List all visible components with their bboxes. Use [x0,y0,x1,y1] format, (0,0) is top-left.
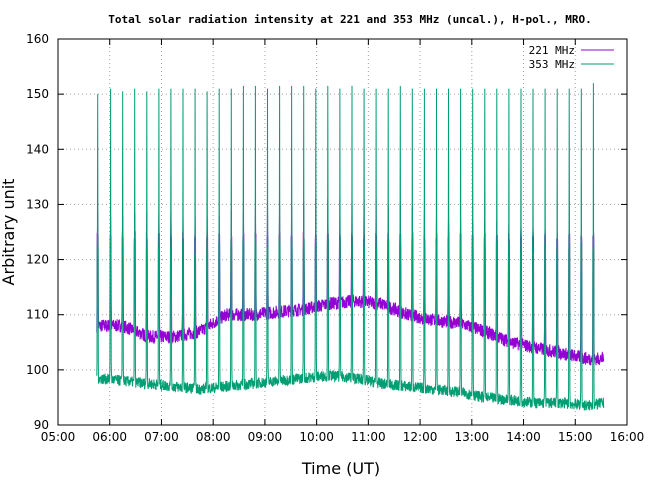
series-line-353-mhz [96,83,605,411]
chart-title: Total solar radiation intensity at 221 a… [108,13,591,26]
grid [58,39,627,425]
y-tick-label: 160 [26,32,49,46]
y-tick-label: 110 [26,308,49,322]
x-tick-label: 11:00 [351,430,386,444]
x-tick-label: 09:00 [248,430,283,444]
x-tick-label: 16:00 [610,430,645,444]
y-axis-label: Arbitrary unit [0,179,18,286]
series-lines [96,83,605,411]
x-tick-label: 14:00 [506,430,541,444]
legend-label-353: 353 MHz [529,58,575,71]
x-tick-label: 08:00 [196,430,231,444]
y-tick-label: 130 [26,197,49,211]
x-tick-label: 06:00 [92,430,127,444]
y-tick-label: 100 [26,363,49,377]
x-tick-label: 15:00 [558,430,593,444]
plot-frame [57,38,628,426]
x-tick-label: 13:00 [455,430,490,444]
x-tick-label: 07:00 [144,430,179,444]
y-tick-label: 120 [26,253,49,267]
x-tick-label: 10:00 [299,430,334,444]
series-line-221-mhz [96,198,605,366]
legend-label-221: 221 MHz [529,44,575,57]
y-tick-label: 150 [26,87,49,101]
x-tick-label: 05:00 [41,430,76,444]
y-tick-label: 90 [34,418,49,432]
ticks: 90 100 110 120 130 140 150 160 05:00 06:00 07:00 08… [26,32,644,444]
x-axis-label: Time (UT) [301,459,380,478]
x-tick-label: 12:00 [403,430,438,444]
y-tick-label: 140 [26,142,49,156]
legend: 221 MHz 353 MHz [529,44,614,71]
